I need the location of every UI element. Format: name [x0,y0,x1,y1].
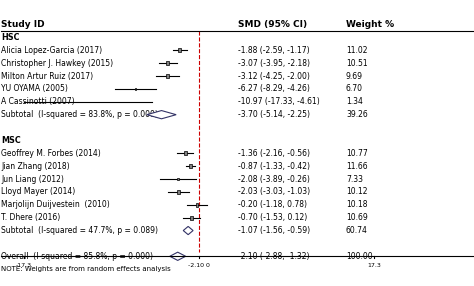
Bar [177,178,179,180]
Text: SMD (95% CI): SMD (95% CI) [237,20,307,29]
Text: Christopher J. Hawkey (2015): Christopher J. Hawkey (2015) [1,59,113,68]
Polygon shape [170,252,186,261]
Text: 9.69: 9.69 [346,72,363,81]
Text: 7.33: 7.33 [346,174,363,184]
Bar [177,190,180,194]
Text: Jun Liang (2012): Jun Liang (2012) [1,174,64,184]
Text: -2.08 (-3.89, -0.26): -2.08 (-3.89, -0.26) [237,174,310,184]
Text: Marjolijn Duijvestein  (2010): Marjolijn Duijvestein (2010) [1,200,110,209]
Bar [135,88,137,90]
Text: 10.12: 10.12 [346,187,367,196]
Text: 100.00: 100.00 [346,252,373,261]
Text: A Cassinotti (2007): A Cassinotti (2007) [1,97,75,106]
Text: -1.07 (-1.56, -0.59): -1.07 (-1.56, -0.59) [237,226,310,235]
Text: T. Dhere (2016): T. Dhere (2016) [1,213,61,222]
Text: -3.07 (-3.95, -2.18): -3.07 (-3.95, -2.18) [237,59,310,68]
Text: -3.12 (-4.25, -2.00): -3.12 (-4.25, -2.00) [237,72,310,81]
Text: MSC: MSC [1,136,21,145]
Text: -0.87 (-1.33, -0.42): -0.87 (-1.33, -0.42) [237,162,310,171]
Text: 1.34: 1.34 [346,97,363,106]
Bar [189,164,192,168]
Text: Study ID: Study ID [1,20,45,29]
Text: 39.26: 39.26 [346,110,368,119]
Text: -10.97 (-17.33, -4.61): -10.97 (-17.33, -4.61) [237,97,319,106]
Text: -6.27 (-8.29, -4.26): -6.27 (-8.29, -4.26) [237,84,310,94]
Bar [166,74,169,78]
Text: Subtotal  (I-squared = 47.7%, p = 0.089): Subtotal (I-squared = 47.7%, p = 0.089) [1,226,158,235]
Text: -0.70 (-1.53, 0.12): -0.70 (-1.53, 0.12) [237,213,307,222]
Text: -3.70 (-5.14, -2.25): -3.70 (-5.14, -2.25) [237,110,310,119]
Text: Alicia Lopez-Garcia (2017): Alicia Lopez-Garcia (2017) [1,46,102,55]
Bar [196,203,199,206]
Text: Jian Zhang (2018): Jian Zhang (2018) [1,162,70,171]
Text: 60.74: 60.74 [346,226,368,235]
Polygon shape [183,227,193,235]
Text: -2.03 (-3.03, -1.03): -2.03 (-3.03, -1.03) [237,187,310,196]
Text: 10.18: 10.18 [346,200,367,209]
Polygon shape [147,111,176,119]
Text: -1.36 (-2.16, -0.56): -1.36 (-2.16, -0.56) [237,149,310,158]
Text: NOTE: Weights are from random effects analysis: NOTE: Weights are from random effects an… [1,266,171,272]
Bar [184,151,187,155]
Bar [178,48,182,52]
Text: Subtotal  (I-squared = 83.8%, p = 0.000): Subtotal (I-squared = 83.8%, p = 0.000) [1,110,158,119]
Text: 10.69: 10.69 [346,213,368,222]
Text: Overall  (I-squared = 85.8%, p = 0.000): Overall (I-squared = 85.8%, p = 0.000) [1,252,154,261]
Text: 11.02: 11.02 [346,46,367,55]
Text: -1.88 (-2.59, -1.17): -1.88 (-2.59, -1.17) [237,46,309,55]
Text: -2.10 (-2.88, -1.32): -2.10 (-2.88, -1.32) [237,252,309,261]
Text: -17.3: -17.3 [16,263,32,268]
Text: HSC: HSC [1,33,20,42]
Text: Geoffrey M. Forbes (2014): Geoffrey M. Forbes (2014) [1,149,101,158]
Text: -2.10 0: -2.10 0 [188,263,210,268]
Text: Lloyd Mayer (2014): Lloyd Mayer (2014) [1,187,76,196]
Text: 10.77: 10.77 [346,149,368,158]
Text: 11.66: 11.66 [346,162,367,171]
Text: YU OYAMA (2005): YU OYAMA (2005) [1,84,68,94]
Text: -0.20 (-1.18, 0.78): -0.20 (-1.18, 0.78) [237,200,307,209]
Text: 10.51: 10.51 [346,59,367,68]
Text: Milton Artur Ruiz (2017): Milton Artur Ruiz (2017) [1,72,93,81]
Bar [191,216,193,220]
Bar [166,61,169,65]
Text: 6.70: 6.70 [346,84,363,94]
Text: 17.3: 17.3 [367,263,381,268]
Text: Weight %: Weight % [346,20,394,29]
